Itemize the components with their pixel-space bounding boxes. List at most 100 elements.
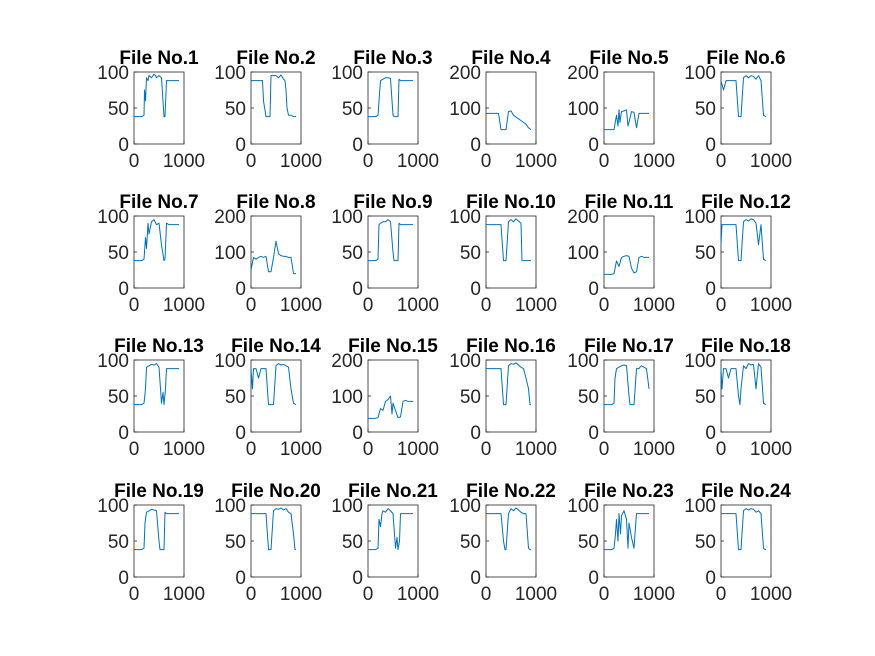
subplot-4: File No.4 0 100 200 0 1000 [449, 48, 557, 172]
x-tick-label: 1000 [163, 295, 205, 316]
series-line [368, 395, 413, 419]
x-tick-label: 1000 [280, 151, 322, 172]
y-tick-label: 100 [449, 351, 481, 372]
series-line [720, 75, 767, 118]
subplot-title: File No.9 [353, 192, 432, 213]
y-tick-label: 100 [684, 63, 716, 84]
x-tick-label: 1000 [633, 151, 675, 172]
y-tick-label: 50 [225, 99, 246, 120]
x-tick-label: 0 [599, 584, 610, 605]
axes-box [720, 215, 772, 289]
y-tick-label: 200 [449, 63, 481, 84]
series-line [250, 240, 296, 275]
x-tick-label: 0 [481, 151, 492, 172]
x-tick-label: 0 [246, 584, 257, 605]
y-tick-label: 0 [235, 279, 246, 300]
y-tick-label: 100 [97, 496, 129, 517]
y-tick-label: 50 [225, 532, 246, 553]
x-tick-label: 0 [246, 439, 257, 460]
y-tick-label: 50 [695, 387, 716, 408]
x-tick-label: 1000 [280, 439, 322, 460]
x-tick-label: 1000 [163, 439, 205, 460]
y-tick-label: 50 [342, 243, 363, 264]
y-tick-label: 0 [470, 568, 481, 589]
y-tick-label: 50 [342, 532, 363, 553]
x-tick-label: 1000 [633, 584, 675, 605]
subplot-title: File No.4 [471, 48, 551, 69]
axes-box [720, 504, 772, 578]
subplot-title: File No.11 [585, 192, 674, 213]
subplot-title: File No.2 [236, 48, 315, 69]
y-tick-label: 100 [97, 351, 129, 372]
subplot-15: File No.15 0 100 200 0 1000 [331, 336, 439, 460]
x-tick-label: 0 [129, 151, 140, 172]
y-tick-label: 0 [235, 135, 246, 156]
series-line [134, 363, 179, 406]
x-tick-label: 0 [363, 439, 374, 460]
subplot-title: File No.3 [353, 48, 432, 69]
y-tick-label: 100 [449, 207, 481, 228]
x-tick-label: 1000 [515, 151, 557, 172]
y-tick-label: 0 [705, 279, 716, 300]
y-tick-label: 100 [331, 207, 363, 228]
subplot-title: File No.15 [348, 336, 438, 357]
x-tick-label: 1000 [750, 151, 792, 172]
y-tick-label: 100 [331, 387, 363, 408]
y-tick-label: 100 [214, 496, 246, 517]
x-tick-label: 1000 [515, 295, 557, 316]
y-tick-label: 0 [118, 423, 129, 444]
axes-box [250, 71, 302, 145]
subplot-title: File No.5 [589, 48, 669, 69]
series-line [251, 74, 296, 118]
x-tick-label: 1000 [515, 439, 557, 460]
x-tick-label: 0 [363, 151, 374, 172]
y-tick-label: 50 [578, 532, 599, 553]
x-tick-label: 0 [481, 295, 492, 316]
series-line [486, 507, 531, 551]
series-line [250, 363, 297, 406]
x-tick-label: 1000 [397, 295, 439, 316]
y-tick-label: 50 [460, 243, 481, 264]
x-tick-label: 0 [246, 295, 257, 316]
series-line [486, 110, 532, 131]
series-line [368, 77, 413, 118]
y-tick-label: 0 [705, 568, 716, 589]
subplot-title: File No.8 [236, 192, 315, 213]
x-tick-label: 1000 [515, 584, 557, 605]
y-tick-label: 50 [695, 243, 716, 264]
subplot-title: File No.16 [466, 336, 556, 357]
y-tick-label: 0 [588, 423, 599, 444]
axes-box [485, 215, 537, 289]
x-tick-label: 0 [716, 584, 727, 605]
x-tick-label: 1000 [397, 151, 439, 172]
y-tick-label: 0 [705, 135, 716, 156]
y-tick-label: 100 [567, 243, 599, 264]
y-tick-label: 100 [567, 99, 599, 120]
axes-box [485, 359, 537, 433]
x-tick-label: 0 [599, 151, 610, 172]
subplot-title: File No.10 [466, 192, 556, 213]
axes-box [133, 215, 185, 289]
y-tick-label: 100 [331, 496, 363, 517]
axes-box [367, 215, 419, 289]
x-tick-label: 1000 [397, 439, 439, 460]
subplot-title: File No.21 [348, 481, 438, 502]
subplot-title: File No.7 [119, 192, 198, 213]
series-line [720, 363, 767, 406]
y-tick-label: 200 [567, 63, 599, 84]
subplot-title: File No.13 [114, 336, 204, 357]
y-tick-label: 100 [214, 63, 246, 84]
x-tick-label: 0 [481, 439, 492, 460]
